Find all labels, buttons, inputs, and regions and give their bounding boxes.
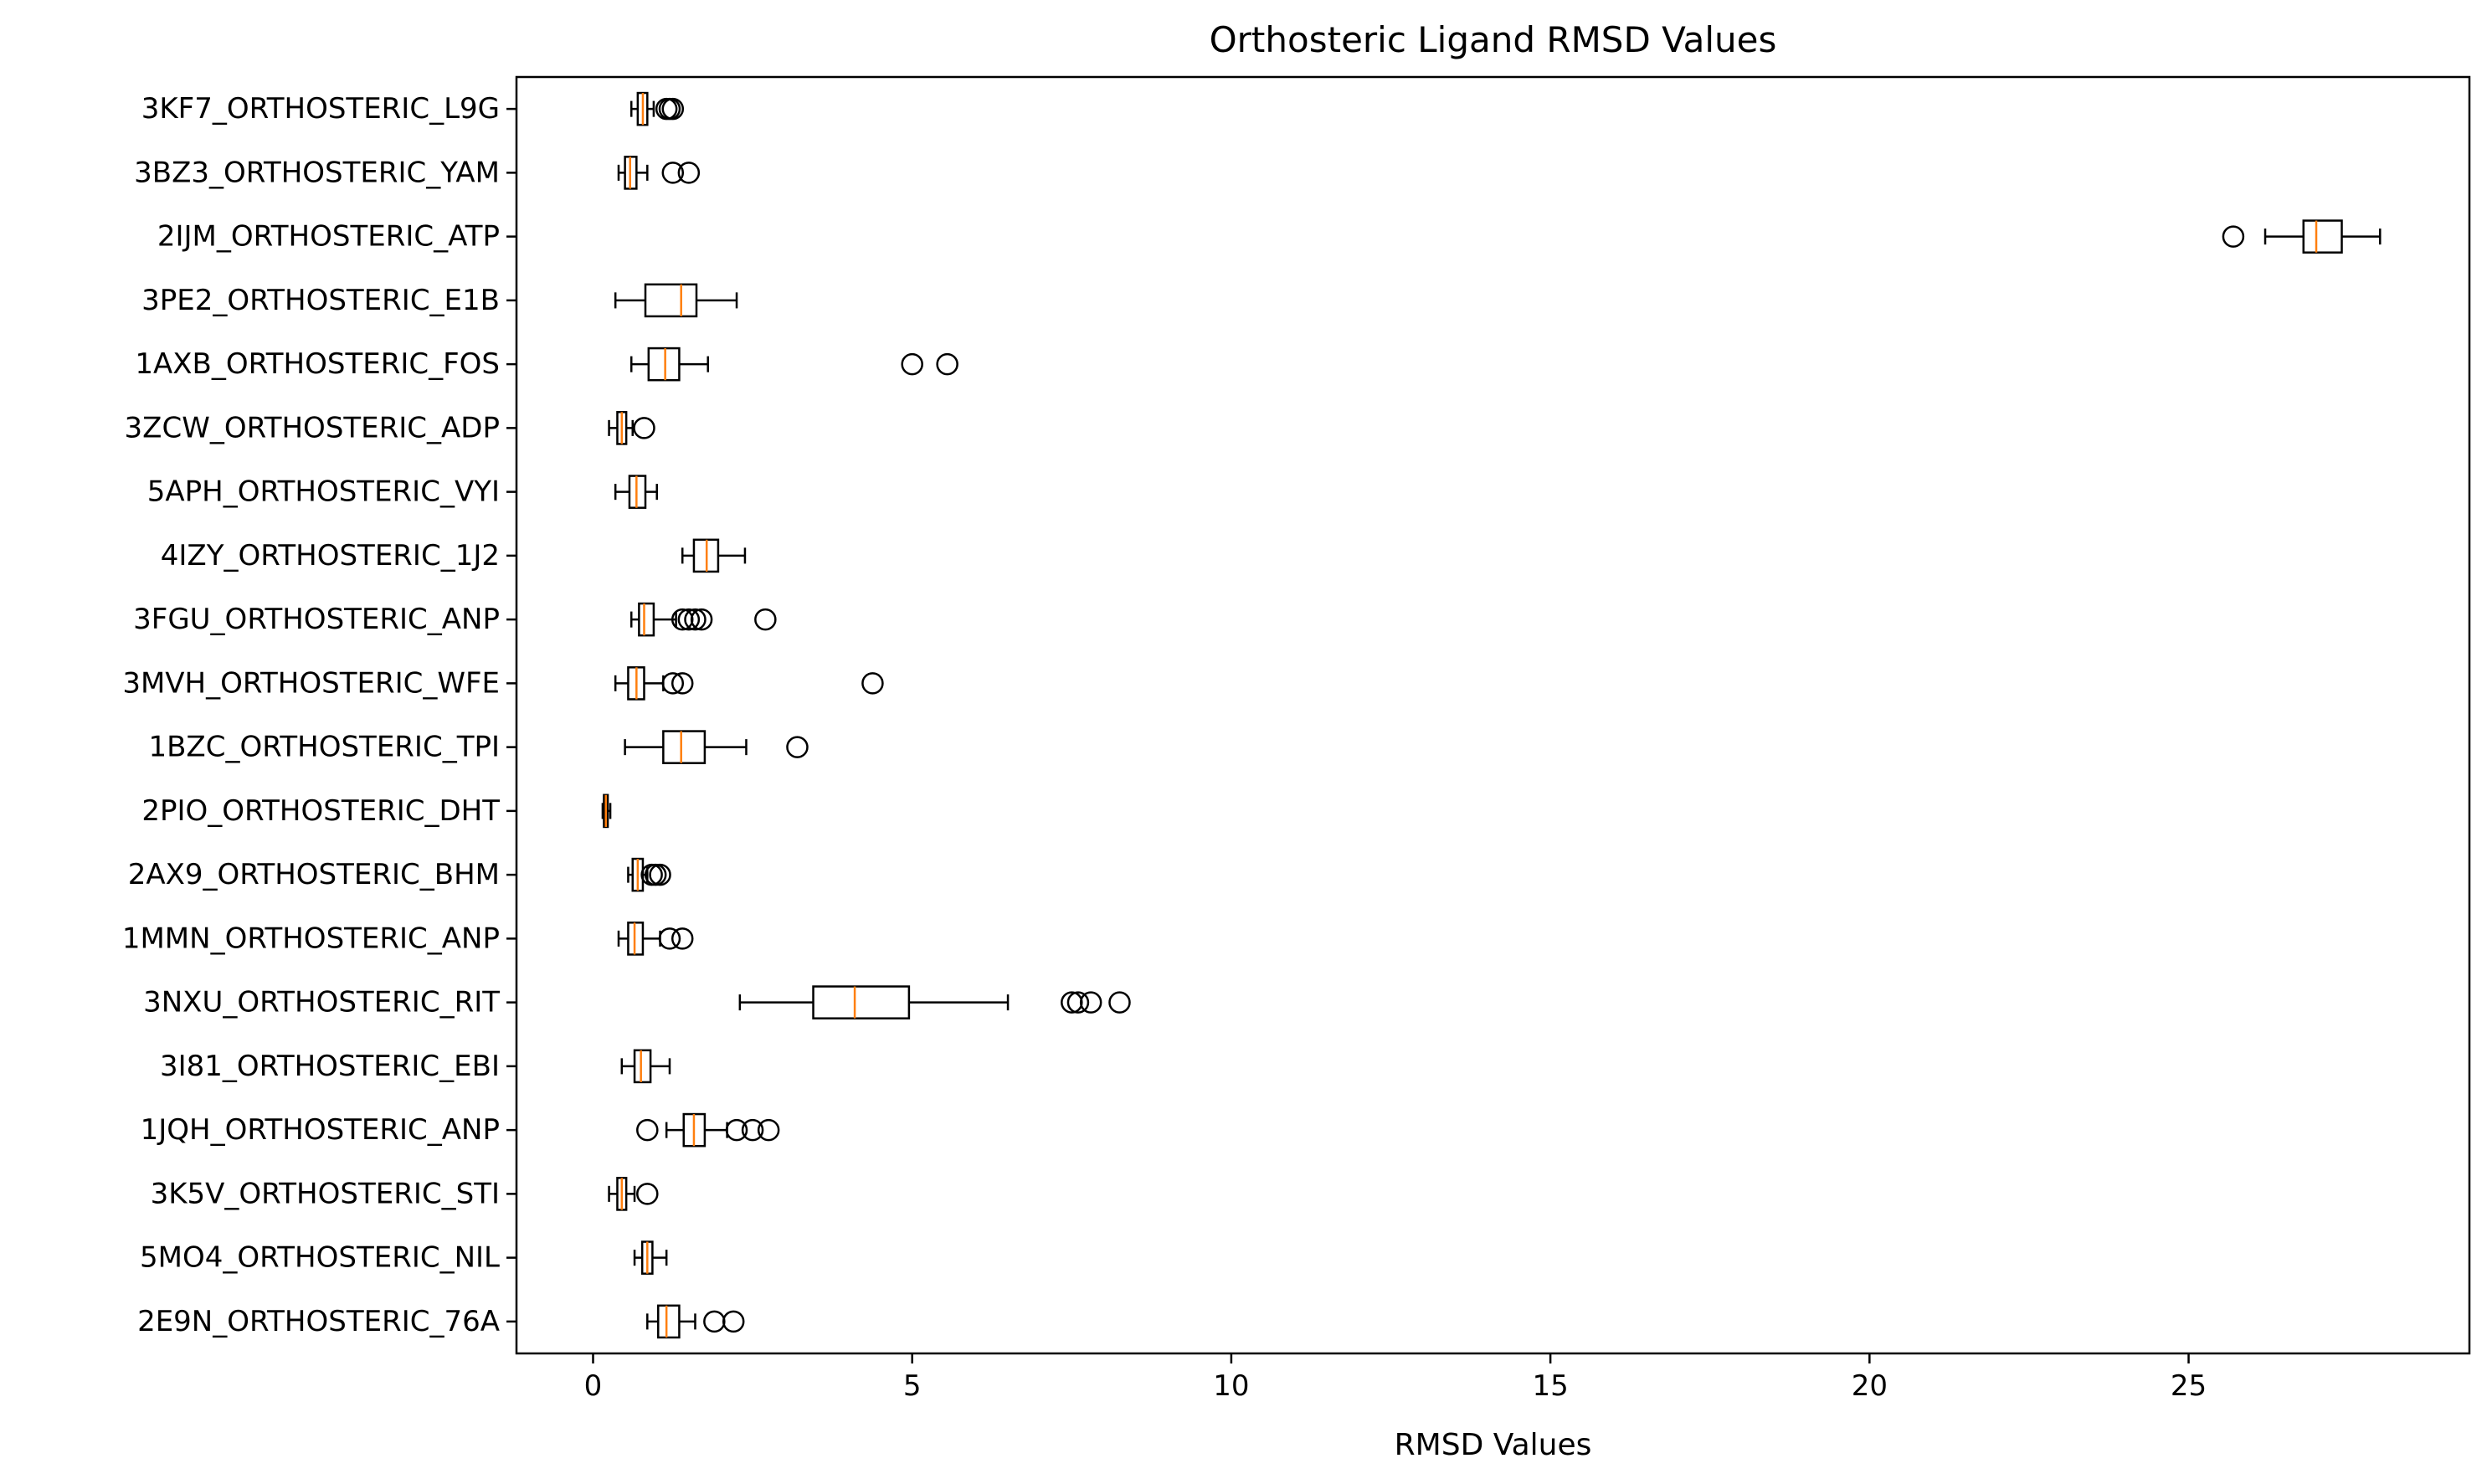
box-group-0	[629, 91, 685, 126]
y-axis: 3KF7_ORTHOSTERIC_L9G 3BZ3_ORTHOSTERIC_YAM…	[122, 92, 516, 1338]
outlier-point	[786, 736, 809, 758]
y-tick-label: 3BZ3_ORTHOSTERIC_YAM	[134, 156, 500, 189]
outlier-point	[658, 927, 681, 950]
box	[647, 347, 681, 382]
outlier-point	[684, 608, 707, 631]
box-group-15	[620, 1049, 671, 1084]
box	[812, 985, 911, 1019]
y-tick-label: 3I81_ORTHOSTERIC_EBI	[160, 1050, 500, 1083]
outlier-point	[649, 863, 671, 886]
outlier-point	[725, 1118, 748, 1142]
outlier-point	[677, 162, 701, 184]
outlier-point	[1079, 991, 1102, 1014]
x-axis-label: RMSD Values	[1395, 1428, 1592, 1462]
box-group-10	[624, 730, 809, 764]
y-tick-label: 3ZCW_ORTHOSTERIC_ADP	[125, 411, 500, 444]
outlier-point	[661, 162, 685, 184]
box-group-16	[636, 1112, 780, 1148]
box-group-4	[629, 347, 958, 382]
x-tick-label: 0	[584, 1369, 603, 1403]
y-tick-label: 5APH_ORTHOSTERIC_VYI	[147, 475, 500, 509]
box	[2302, 219, 2343, 254]
box-group-8	[629, 602, 777, 637]
outlier-point	[661, 97, 685, 121]
y-tick-label: 3FGU_ORTHOSTERIC_ANP	[133, 603, 500, 636]
outlier-point	[1066, 991, 1090, 1014]
box-group-1	[617, 156, 701, 190]
outlier-point	[636, 1183, 659, 1205]
outlier-point	[754, 608, 777, 631]
x-tick-label: 25	[2171, 1369, 2207, 1403]
box-group-19	[646, 1304, 745, 1339]
y-tick-label: 5MO4_ORTHOSTERIC_NIL	[140, 1241, 500, 1275]
y-tick-label: 1JQH_ORTHOSTERIC_ANP	[141, 1113, 500, 1147]
y-tick-label: 3PE2_ORTHOSTERIC_E1B	[141, 284, 500, 317]
y-tick-label: 1AXB_ORTHOSTERIC_FOS	[135, 347, 500, 381]
outlier-point	[936, 352, 958, 376]
x-tick-label: 5	[903, 1369, 922, 1403]
y-tick-label: 2PIO_ORTHOSTERIC_DHT	[141, 794, 500, 828]
outlier-point	[690, 608, 713, 631]
y-tick-label: 3MVH_ORTHOSTERIC_WFE	[122, 666, 500, 700]
outlier-point	[703, 1310, 726, 1333]
outlier-point	[861, 672, 884, 695]
outlier-point	[741, 1118, 764, 1142]
x-tick-label: 20	[1852, 1369, 1888, 1403]
box-group-13	[617, 922, 694, 956]
outlier-point	[901, 352, 923, 376]
plot-frame	[515, 75, 2471, 1355]
box-group-18	[633, 1240, 668, 1275]
y-tick-label: 3KF7_ORTHOSTERIC_L9G	[141, 92, 500, 126]
outlier-point	[1108, 991, 1131, 1014]
outlier-point	[636, 1118, 659, 1142]
box	[662, 730, 707, 764]
outlier-point	[633, 417, 655, 439]
outlier-point	[671, 672, 694, 695]
box-group-9	[614, 666, 884, 701]
y-tick-label: 2E9N_ORTHOSTERIC_76A	[137, 1305, 500, 1338]
x-tick-label: 10	[1213, 1369, 1249, 1403]
y-tick-label: 2IJM_ORTHOSTERIC_ATP	[157, 220, 500, 254]
x-tick-label: 15	[1532, 1369, 1568, 1403]
outlier-point	[2222, 225, 2245, 248]
y-tick-label: 2AX9_ORTHOSTERIC_BHM	[128, 858, 500, 891]
box-group-14	[738, 985, 1131, 1019]
outlier-point	[671, 927, 694, 950]
outlier-point	[722, 1310, 745, 1333]
box	[638, 602, 655, 637]
box-group-3	[614, 283, 738, 318]
x-axis: 0 5 10 15 20 25	[584, 1353, 2207, 1403]
chart-title: Orthosteric Ligand RMSD Values	[1210, 19, 1777, 60]
box-group-5	[608, 411, 655, 445]
outlier-point	[661, 672, 685, 695]
box-group-6	[614, 475, 658, 509]
box-group-7	[681, 538, 747, 573]
box	[644, 283, 698, 318]
box	[657, 1304, 681, 1339]
box-group-2	[2222, 219, 2382, 254]
y-tick-label: 4IZY_ORTHOSTERIC_1J2	[161, 539, 500, 573]
outlier-point	[677, 608, 701, 631]
plot-area	[601, 91, 2382, 1339]
y-tick-label: 1BZC_ORTHOSTERIC_TPI	[148, 731, 500, 764]
box-group-11	[601, 793, 612, 829]
box	[633, 1049, 652, 1084]
y-tick-label: 3K5V_ORTHOSTERIC_STI	[151, 1177, 500, 1210]
box-group-12	[627, 857, 671, 892]
y-tick-label: 3NXU_ORTHOSTERIC_RIT	[143, 986, 500, 1019]
y-tick-label: 1MMN_ORTHOSTERIC_ANP	[122, 922, 500, 955]
box-group-17	[608, 1177, 659, 1211]
outlier-point	[757, 1118, 780, 1142]
